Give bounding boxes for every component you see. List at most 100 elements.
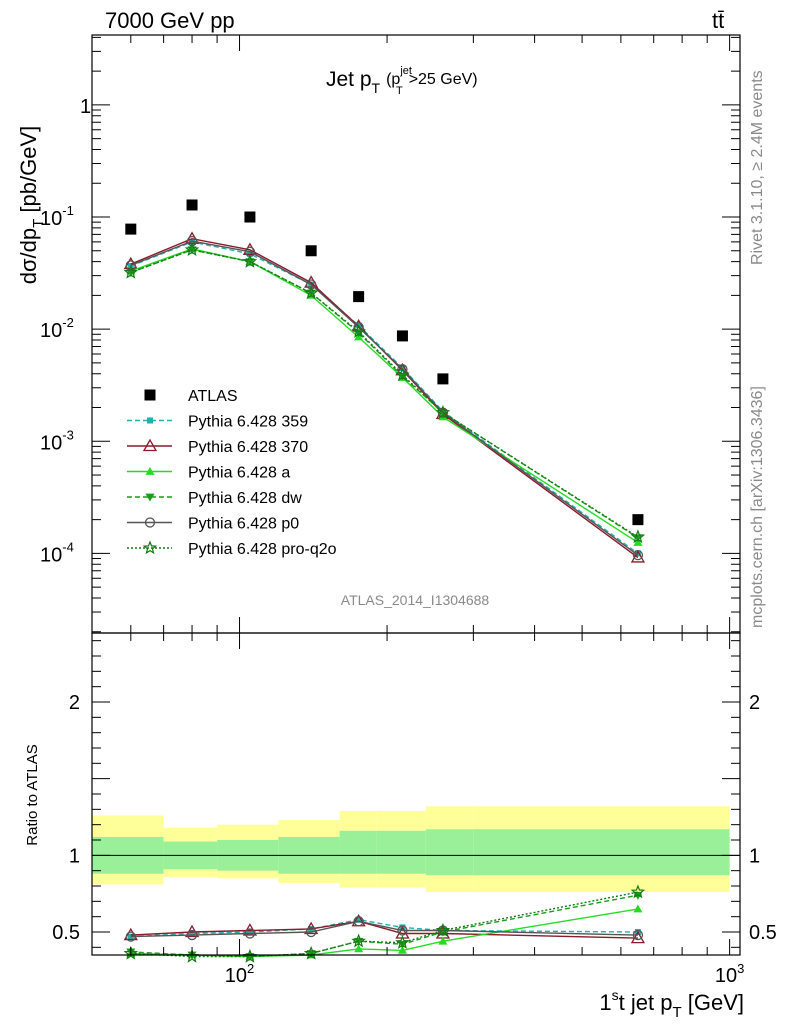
ratio-series	[123, 884, 646, 963]
atlas-data-point	[186, 199, 198, 211]
x-axis-title: 1st jet pT [GeV]	[599, 987, 744, 1021]
ratio-series-point	[305, 926, 317, 938]
ratio-stat-band	[339, 830, 377, 874]
legend-marker	[142, 540, 158, 555]
axis-titles: dσ/dpT [pb/GeV] Ratio to ATLAS 1st jet p…	[16, 126, 744, 1021]
series-point	[184, 242, 200, 256]
series-point	[397, 363, 408, 375]
ratio-series-point	[354, 944, 364, 953]
series-point	[632, 549, 644, 561]
ratio-stat-band	[473, 829, 730, 876]
series-point	[126, 269, 136, 277]
plot-title-cut-close: >25 GeV)	[409, 71, 478, 88]
ratio-series-line	[130, 920, 638, 939]
series-point	[630, 529, 646, 544]
main-series	[123, 199, 646, 563]
atlas-data-point	[305, 245, 317, 257]
legend-marker	[145, 467, 155, 475]
legend-label: Pythia 6.428 pro-q2o	[188, 541, 337, 558]
ratio-series-point	[435, 922, 451, 937]
x-tick-label-exponent: 3	[737, 961, 744, 976]
plot-title-main-sub: T	[372, 80, 381, 96]
ratio-y-tick-label-right: 2	[749, 692, 760, 714]
series-point	[397, 372, 407, 381]
main-y-tick-label-exponent: -4	[62, 539, 74, 554]
main-y-tick-label-base: 10	[40, 208, 62, 230]
series-point	[435, 404, 451, 419]
atlas-data-point	[396, 330, 408, 342]
series-point	[305, 279, 317, 290]
ratio-series-point	[303, 945, 319, 960]
main-y-tick-label: 10-4	[40, 539, 74, 566]
main-y-tick-label-base: 10	[40, 432, 62, 454]
atlas-data-point	[244, 211, 256, 223]
ratio-y-tick-label-left: 0.5	[52, 922, 80, 944]
ratio-series-point	[395, 935, 410, 949]
legend-label: Pythia 6.428 p0	[188, 516, 299, 533]
series-point	[189, 238, 196, 245]
ratio-series-point	[123, 945, 139, 960]
legend-marker	[145, 493, 155, 502]
side-label-bottom: mcplots.cern.ch [arXiv:1306.3436]	[749, 386, 766, 628]
plot-title-cut-open: (p	[386, 71, 400, 88]
x-tick-label-base: 10	[715, 965, 737, 987]
plot-title-cut-sub: T	[396, 85, 403, 97]
main-y-axis-title-sub: T	[30, 219, 47, 228]
series-point	[303, 285, 319, 300]
x-axis-title-b: t jet p	[619, 990, 673, 1015]
plot-title: Jet pT (pjet T>25 GeV)	[326, 65, 478, 97]
ratio-stat-band	[376, 830, 426, 874]
main-y-axis-title-a: dσ/dp	[16, 228, 41, 284]
main-y-tick-label-base: 10	[40, 320, 62, 342]
main-y-tick-label: 10-3	[40, 427, 74, 454]
ratio-series-line	[130, 894, 639, 958]
analysis-id: ATLAS_2014_I1304688	[341, 592, 490, 608]
main-y-tick-label-base: 1	[80, 96, 91, 118]
ratio-series-point	[186, 929, 198, 941]
ratio-y-tick-label-right: 0.5	[749, 922, 777, 944]
series-point	[634, 550, 641, 557]
series-point	[123, 264, 139, 279]
atlas-data-point	[437, 373, 449, 385]
ratio-series-point	[355, 916, 362, 923]
main-y-tick-label-exponent: -1	[62, 203, 74, 218]
ratio-series-point	[633, 904, 643, 913]
x-tick-label: 103	[715, 961, 744, 987]
series-point	[630, 550, 646, 563]
main-y-axis-title: dσ/dpT [pb/GeV]	[16, 126, 47, 285]
x-axis-title-sup: s	[612, 987, 619, 1003]
legend-marker	[144, 517, 156, 528]
legend: ATLAS Pythia 6.428 359 Pythia 6.428 370 Pyt…	[127, 388, 337, 558]
series-point	[242, 253, 258, 268]
process-label: tt̄	[712, 8, 724, 33]
main-y-tick-label-base: 10	[40, 544, 62, 566]
atlas-data-point	[632, 514, 644, 526]
x-tick-label-exponent: 2	[247, 961, 254, 976]
ratio-series-point	[630, 930, 646, 944]
header-texts: 7000 GeV pp tt̄ Jet pT (pjet T>25 GeV) Riv…	[105, 8, 766, 628]
x-tick-label: 102	[225, 961, 254, 987]
x-tick-label-base: 10	[225, 965, 247, 987]
ratio-y-tick-label-left: 2	[69, 692, 80, 714]
legend-label: ATLAS	[188, 388, 238, 405]
main-y-tick-label-exponent: -3	[62, 427, 74, 442]
ratio-stat-band	[425, 829, 474, 876]
atlas-data-point	[353, 291, 365, 303]
energy-label: 7000 GeV pp	[105, 8, 235, 33]
legend-label: Pythia 6.428 a	[188, 465, 290, 482]
x-axis-title-sub: T	[672, 1004, 681, 1021]
ratio-series-point	[438, 936, 448, 945]
ratio-series-point	[630, 884, 646, 899]
main-y-tick-label-exponent: -2	[62, 315, 74, 330]
legend-marker	[144, 389, 156, 401]
x-axis-title-c: [GeV]	[682, 990, 744, 1015]
series-point	[395, 367, 410, 382]
ratio-series-point	[246, 929, 253, 935]
legend-label: Pythia 6.428 dw	[188, 490, 302, 507]
ratio-series-line	[130, 920, 638, 938]
x-axis-title-a: 1	[599, 990, 611, 1015]
ratio-series-point	[125, 931, 136, 942]
legend-label: Pythia 6.428 359	[188, 414, 308, 431]
